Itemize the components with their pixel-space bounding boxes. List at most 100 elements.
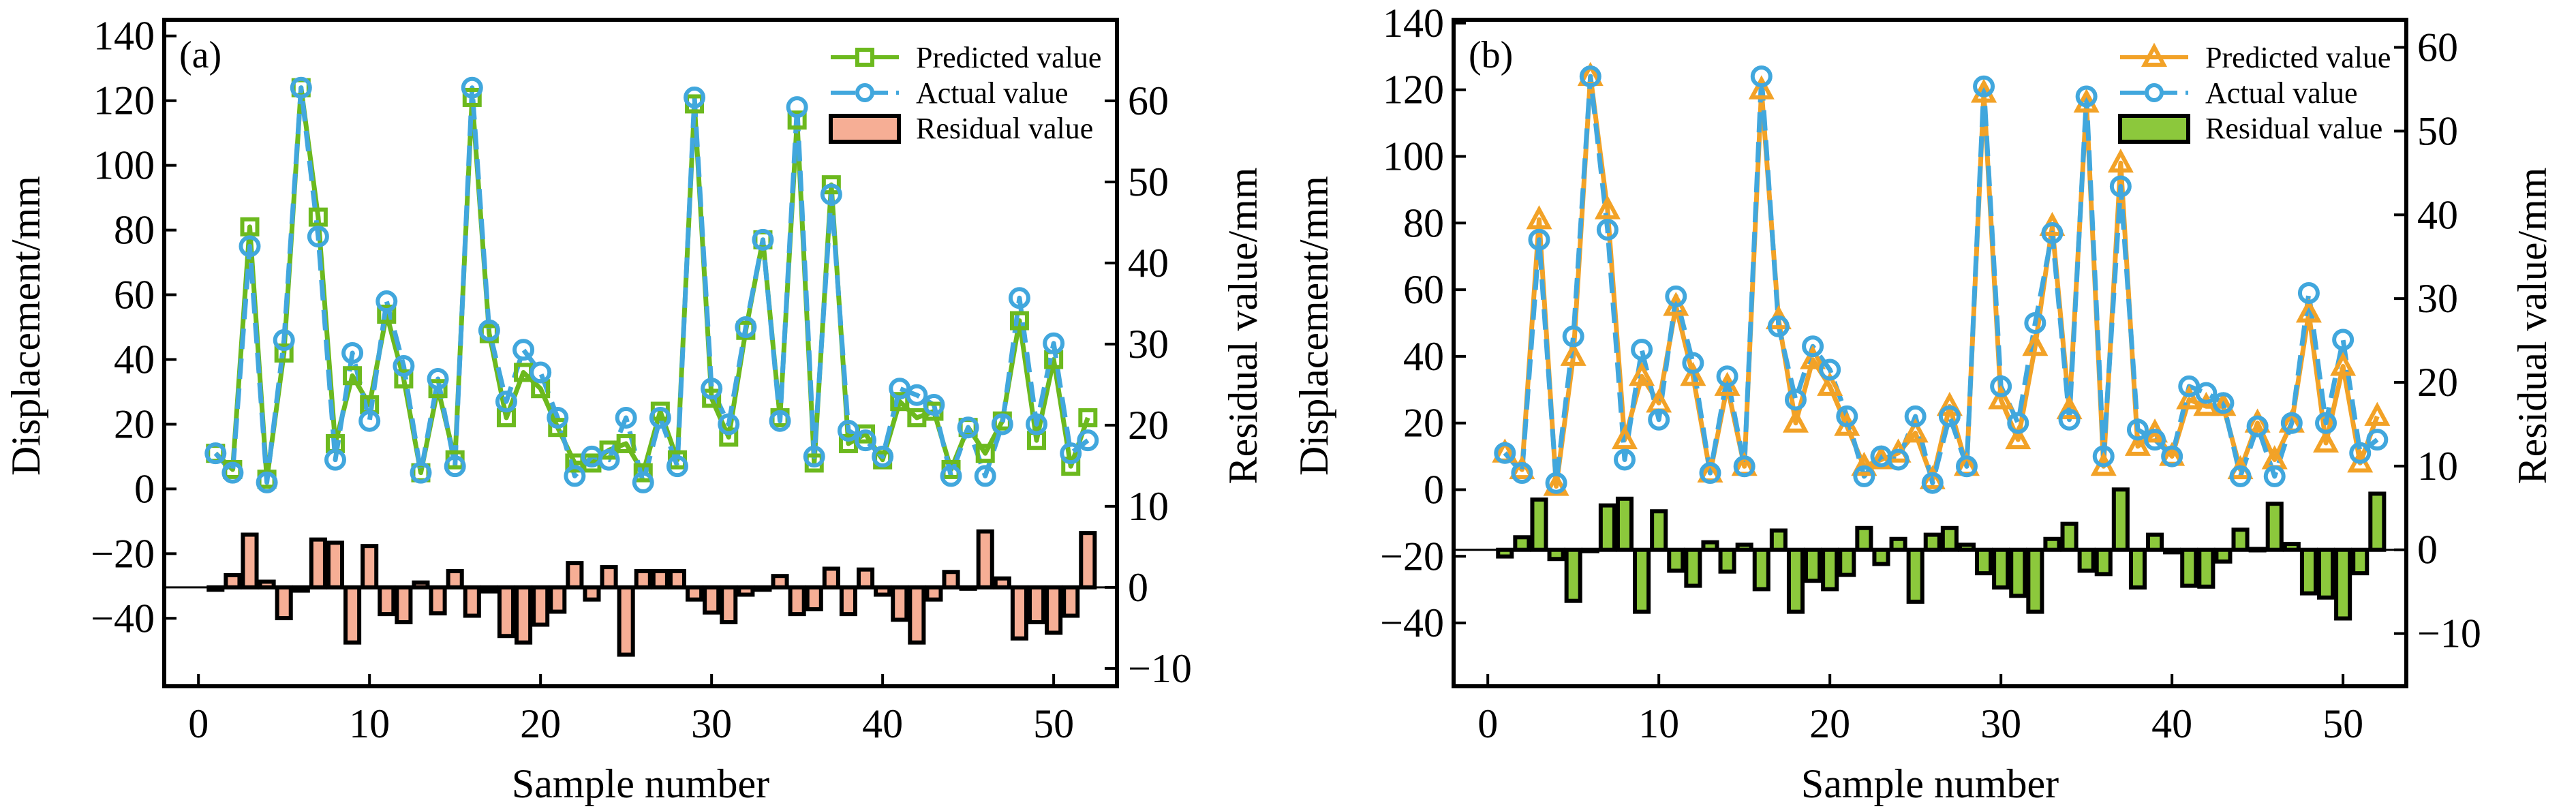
actual-point [2007, 412, 2029, 434]
actual-point [1784, 388, 1807, 411]
residual-bar [2077, 547, 2096, 573]
predicted-point [377, 305, 397, 324]
residual-bar [1615, 496, 1634, 552]
actual-point [1060, 442, 1082, 465]
y-right-tick-label: 10 [1128, 484, 1169, 529]
predicted-point [1526, 205, 1552, 230]
y-right-tick-label: 50 [2417, 108, 2458, 153]
residual-bar [2351, 547, 2370, 576]
actual-point [752, 228, 774, 251]
predicted-point [1919, 465, 1946, 489]
legend-residual-swatch [829, 114, 901, 144]
predicted-point [2364, 401, 2391, 426]
residual-bar [1513, 535, 1531, 552]
chart-b-svg: 0 10 20 30 40 50140120100806040200−20−4060504… [1291, 1, 2555, 806]
actual-point [1562, 325, 1584, 348]
residual-bar [326, 540, 345, 590]
predicted-point [1629, 361, 1655, 386]
residual-bar [908, 585, 926, 645]
actual-point [341, 342, 364, 364]
residual-bar [2231, 527, 2250, 552]
residual-bar [1992, 547, 2010, 590]
y-right-tick-label: −10 [1128, 646, 1192, 691]
actual-point [1819, 358, 1841, 381]
residual-bar [1010, 585, 1028, 641]
residual-bar [515, 585, 533, 645]
residual-bar [668, 569, 687, 590]
actual-point [632, 471, 654, 493]
residual-bar [2060, 521, 2079, 552]
legend-residual-swatch [2118, 114, 2190, 144]
residual-bar [549, 585, 567, 614]
actual-point [1596, 219, 1619, 241]
actual-point [855, 429, 877, 452]
predicted-point [1902, 418, 1929, 443]
actual-point [239, 235, 261, 258]
predicted-point [599, 440, 619, 460]
actual-point [701, 378, 723, 400]
predicted-point [633, 463, 653, 483]
y-left-tick-label: 40 [114, 337, 155, 382]
legend-actual-label: Actual value [916, 76, 1069, 110]
residual-bar [720, 585, 738, 625]
residual-bar [1027, 585, 1046, 625]
actual-point [1767, 315, 1790, 337]
actual-point [803, 445, 825, 468]
residual-bar [2009, 547, 2027, 598]
actual-point [324, 448, 346, 471]
x-tick-label: 30 [1980, 701, 2021, 746]
residual-bar [805, 585, 823, 611]
actual-point [495, 391, 517, 413]
residual-bar [395, 585, 413, 625]
predicted-point [1560, 341, 1586, 366]
actual-point [1665, 285, 1687, 307]
actual-point [2195, 382, 2218, 404]
legend-actual-label: Actual value [2205, 76, 2358, 110]
residual-bar [497, 585, 516, 639]
predicted-point [1611, 425, 1638, 450]
predicted-point [1594, 195, 1621, 219]
y-right-tick-label: −10 [2417, 611, 2481, 656]
legend-predicted-label: Predicted value [2205, 41, 2391, 74]
actual-point [1511, 462, 1533, 485]
residual-bar [343, 585, 362, 645]
y-left-tick-label: 20 [114, 401, 155, 446]
y-left-tick-label: 80 [1403, 200, 1444, 245]
residual-bar [2299, 547, 2318, 596]
actual-point [1973, 75, 1995, 97]
y-right-tick-label: 20 [2417, 360, 2458, 405]
actual-point [2366, 429, 2389, 451]
residual-bar [532, 585, 550, 627]
residual-bar [583, 585, 601, 602]
actual-point [1802, 335, 1824, 358]
predicted-point [1988, 385, 2014, 410]
predicted-point [2107, 148, 2134, 173]
actual-point [1699, 462, 1721, 485]
predicted-point [2295, 298, 2322, 323]
y-left-axis-title: Displacement/mm [1291, 176, 1336, 476]
actual-point [991, 413, 1013, 435]
x-tick-label: 50 [2322, 701, 2363, 746]
x-tick-label: 50 [1033, 701, 1074, 746]
actual-point [2229, 465, 2252, 487]
predicted-point [240, 217, 260, 236]
residual-bar [822, 566, 840, 590]
legend-actual-marker [855, 83, 874, 102]
actual-point [256, 471, 278, 493]
predicted-point [2022, 331, 2049, 356]
actual-point [940, 465, 962, 487]
predicted-point [462, 87, 482, 107]
predicted-point [2313, 428, 2340, 453]
residual-bar [1667, 547, 1685, 573]
residual-bar [703, 585, 721, 615]
actual-point [375, 290, 398, 313]
actual-point [649, 406, 671, 429]
actual-point [461, 76, 483, 99]
actual-point [358, 410, 381, 432]
actual-point [735, 316, 757, 339]
residual-bar [1650, 509, 1668, 552]
actual-point [2058, 408, 2081, 431]
predicted-point [616, 433, 636, 453]
residual-bar [891, 585, 909, 622]
residual-bar [1718, 547, 1736, 574]
